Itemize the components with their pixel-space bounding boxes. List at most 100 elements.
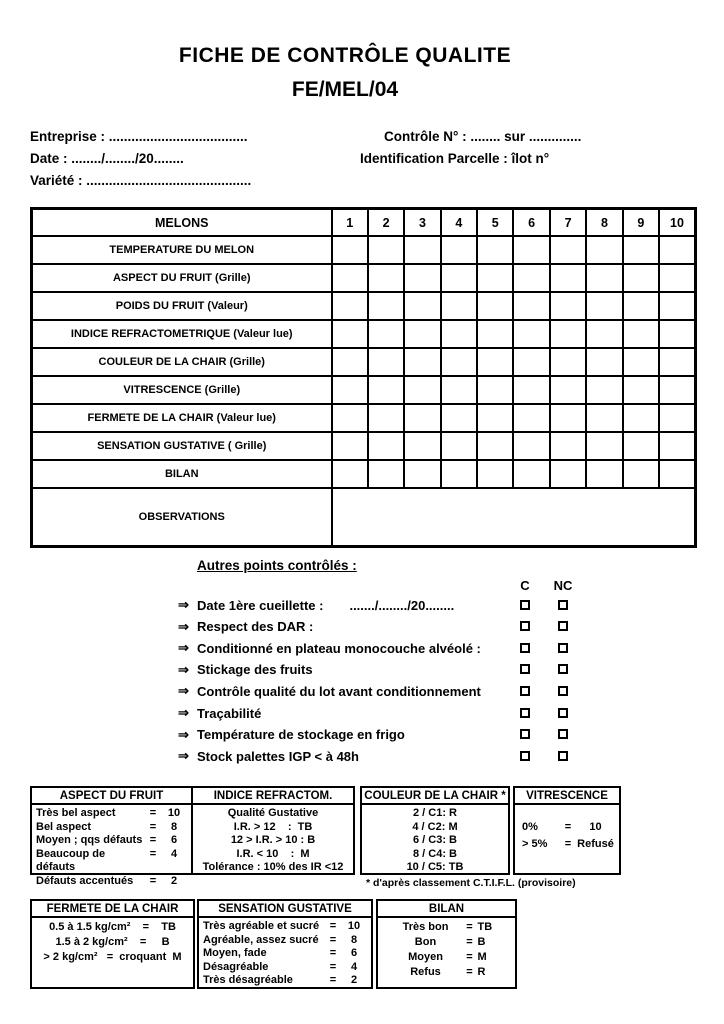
non-conform-checkbox[interactable] xyxy=(558,642,568,653)
grid-cell[interactable] xyxy=(330,403,369,433)
non-conform-checkbox[interactable] xyxy=(558,664,568,675)
grid-cell[interactable] xyxy=(366,291,406,321)
grid-cell[interactable] xyxy=(330,347,369,377)
grid-cell[interactable] xyxy=(439,403,479,433)
grid-cell[interactable] xyxy=(585,291,624,321)
grid-cell[interactable] xyxy=(585,403,624,433)
grid-cell[interactable] xyxy=(548,263,588,293)
non-conform-checkbox[interactable] xyxy=(558,750,568,761)
grid-cell[interactable] xyxy=(512,319,551,349)
grid-cell[interactable] xyxy=(621,263,661,293)
grid-cell[interactable] xyxy=(658,375,697,405)
grid-cell[interactable] xyxy=(621,459,661,489)
grid-cell[interactable] xyxy=(476,459,515,489)
grid-cell[interactable] xyxy=(476,235,515,265)
grid-cell[interactable] xyxy=(439,235,479,265)
grid-cell[interactable] xyxy=(439,459,479,489)
checklist-item-field[interactable]: ......./......../20........ xyxy=(349,597,455,613)
grid-cell[interactable] xyxy=(476,347,515,377)
non-conform-checkbox[interactable] xyxy=(558,621,568,632)
grid-cell[interactable] xyxy=(403,263,442,293)
grid-cell[interactable] xyxy=(366,403,406,433)
conform-checkbox[interactable] xyxy=(520,621,530,632)
observations-area[interactable] xyxy=(330,487,697,548)
grid-cell[interactable] xyxy=(330,459,369,489)
grid-cell[interactable] xyxy=(512,263,551,293)
grid-cell[interactable] xyxy=(658,459,697,489)
grid-cell[interactable] xyxy=(366,459,406,489)
grid-cell[interactable] xyxy=(658,291,697,321)
variete-field[interactable]: Variété : ..............................… xyxy=(30,173,252,188)
grid-cell[interactable] xyxy=(512,347,551,377)
grid-cell[interactable] xyxy=(585,263,624,293)
grid-cell[interactable] xyxy=(476,263,515,293)
entreprise-field[interactable]: Entreprise : ...........................… xyxy=(30,129,248,144)
grid-cell[interactable] xyxy=(439,319,479,349)
grid-cell[interactable] xyxy=(548,319,588,349)
grid-cell[interactable] xyxy=(658,263,697,293)
conform-checkbox[interactable] xyxy=(520,707,530,718)
grid-cell[interactable] xyxy=(439,347,479,377)
conform-checkbox[interactable] xyxy=(520,599,530,610)
grid-cell[interactable] xyxy=(366,375,406,405)
grid-cell[interactable] xyxy=(548,459,588,489)
grid-cell[interactable] xyxy=(621,235,661,265)
grid-cell[interactable] xyxy=(585,235,624,265)
grid-cell[interactable] xyxy=(621,347,661,377)
grid-cell[interactable] xyxy=(330,375,369,405)
grid-cell[interactable] xyxy=(585,459,624,489)
identification-parcelle-field[interactable]: Identification Parcelle : îlot n° xyxy=(360,151,550,166)
grid-cell[interactable] xyxy=(366,263,406,293)
grid-cell[interactable] xyxy=(366,235,406,265)
grid-cell[interactable] xyxy=(512,291,551,321)
non-conform-checkbox[interactable] xyxy=(558,685,568,696)
conform-checkbox[interactable] xyxy=(520,750,530,761)
grid-cell[interactable] xyxy=(585,319,624,349)
grid-cell[interactable] xyxy=(439,291,479,321)
grid-cell[interactable] xyxy=(476,375,515,405)
grid-cell[interactable] xyxy=(512,235,551,265)
grid-cell[interactable] xyxy=(512,431,551,461)
grid-cell[interactable] xyxy=(658,403,697,433)
conform-checkbox[interactable] xyxy=(520,642,530,653)
grid-cell[interactable] xyxy=(658,347,697,377)
non-conform-checkbox[interactable] xyxy=(558,707,568,718)
grid-cell[interactable] xyxy=(476,291,515,321)
grid-cell[interactable] xyxy=(439,431,479,461)
grid-cell[interactable] xyxy=(658,431,697,461)
grid-cell[interactable] xyxy=(585,431,624,461)
grid-cell[interactable] xyxy=(439,375,479,405)
grid-cell[interactable] xyxy=(658,235,697,265)
grid-cell[interactable] xyxy=(621,291,661,321)
grid-cell[interactable] xyxy=(403,403,442,433)
grid-cell[interactable] xyxy=(548,235,588,265)
conform-checkbox[interactable] xyxy=(520,664,530,675)
grid-cell[interactable] xyxy=(403,431,442,461)
grid-cell[interactable] xyxy=(366,319,406,349)
grid-cell[interactable] xyxy=(585,375,624,405)
grid-cell[interactable] xyxy=(403,459,442,489)
grid-cell[interactable] xyxy=(548,431,588,461)
conform-checkbox[interactable] xyxy=(520,685,530,696)
grid-cell[interactable] xyxy=(330,263,369,293)
grid-cell[interactable] xyxy=(658,319,697,349)
controle-number-field[interactable]: Contrôle N° : ........ sur .............… xyxy=(384,129,582,144)
grid-cell[interactable] xyxy=(512,459,551,489)
grid-cell[interactable] xyxy=(548,403,588,433)
grid-cell[interactable] xyxy=(548,375,588,405)
grid-cell[interactable] xyxy=(621,431,661,461)
non-conform-checkbox[interactable] xyxy=(558,599,568,610)
grid-cell[interactable] xyxy=(439,263,479,293)
grid-cell[interactable] xyxy=(366,431,406,461)
grid-cell[interactable] xyxy=(403,319,442,349)
grid-cell[interactable] xyxy=(476,403,515,433)
grid-cell[interactable] xyxy=(330,235,369,265)
non-conform-checkbox[interactable] xyxy=(558,729,568,740)
grid-cell[interactable] xyxy=(621,403,661,433)
grid-cell[interactable] xyxy=(403,347,442,377)
grid-cell[interactable] xyxy=(548,347,588,377)
conform-checkbox[interactable] xyxy=(520,729,530,740)
grid-cell[interactable] xyxy=(366,347,406,377)
grid-cell[interactable] xyxy=(330,291,369,321)
grid-cell[interactable] xyxy=(403,291,442,321)
